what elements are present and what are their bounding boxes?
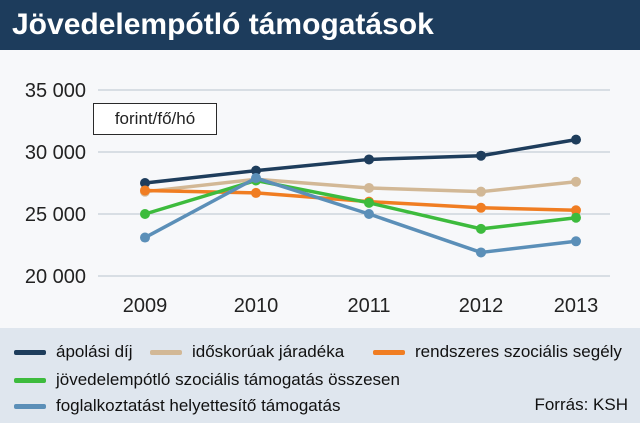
source-note: Forrás: KSH — [534, 395, 628, 414]
legend-item-apolasi-dij: ápolási díj — [14, 342, 133, 362]
data-point — [476, 186, 486, 197]
x-tick-label: 2013 — [554, 295, 599, 317]
data-point — [476, 223, 486, 234]
plot-background — [0, 50, 640, 328]
data-point — [571, 236, 581, 247]
data-point — [140, 185, 150, 196]
data-point — [476, 247, 486, 258]
legend-label: foglalkoztatást helyettesítő támogatás — [56, 396, 341, 415]
data-point — [364, 182, 374, 193]
legend-swatch — [14, 403, 46, 409]
data-point — [571, 176, 581, 187]
x-tick-label: 2010 — [234, 295, 279, 317]
data-point — [364, 197, 374, 208]
legend-label: rendszeres szociális segély — [415, 342, 622, 361]
data-point — [476, 202, 486, 213]
data-point — [571, 212, 581, 223]
y-tick-label: 30 000 — [25, 142, 86, 164]
y-tick-label: 20 000 — [25, 266, 86, 288]
legend-item-jovedelempotlo-osszesen: jövedelempótló szociális támogatás össze… — [14, 370, 400, 390]
x-tick-label: 2011 — [347, 295, 390, 317]
data-point — [571, 205, 581, 216]
legend-swatch — [14, 349, 46, 355]
unit-label: forint/fő/hó — [93, 103, 217, 135]
legend-item-foglalkoztatast-helyettesito: foglalkoztatást helyettesítő támogatás — [14, 396, 340, 416]
legend-item-idoskoruak-jaradeka: időskorúak járadéka — [150, 342, 344, 362]
data-point — [364, 154, 374, 165]
data-point — [251, 173, 261, 184]
data-point — [140, 232, 150, 243]
data-point — [251, 187, 261, 198]
series-line — [143, 137, 578, 185]
legend: ápolási díj időskorúak járadéka rendszer… — [0, 328, 640, 423]
data-point — [140, 209, 150, 219]
x-tick-label: 2009 — [123, 295, 168, 317]
line-chart: 35 000 30 000 25 000 20 000 2009 2010 2011 2012… — [25, 80, 610, 317]
data-point — [571, 134, 581, 145]
legend-swatch — [373, 349, 405, 355]
legend-label: időskorúak járadéka — [192, 342, 345, 361]
series-line — [143, 177, 578, 194]
data-point — [140, 178, 150, 188]
legend-swatch — [150, 349, 182, 355]
chart-title: Jövedelempótló támogatások — [0, 0, 640, 50]
y-tick-label: 35 000 — [25, 80, 86, 102]
legend-label: ápolási díj — [56, 342, 133, 361]
legend-label: jövedelempótló szociális támogatás össze… — [56, 370, 400, 389]
data-point — [476, 150, 486, 161]
data-point — [251, 165, 261, 176]
legend-item-rendszeres-szocialis-segely: rendszeres szociális segély — [373, 342, 622, 362]
y-tick-label: 25 000 — [25, 204, 86, 226]
x-tick-label: 2012 — [459, 295, 504, 317]
data-point — [364, 209, 374, 219]
legend-swatch — [14, 377, 46, 383]
